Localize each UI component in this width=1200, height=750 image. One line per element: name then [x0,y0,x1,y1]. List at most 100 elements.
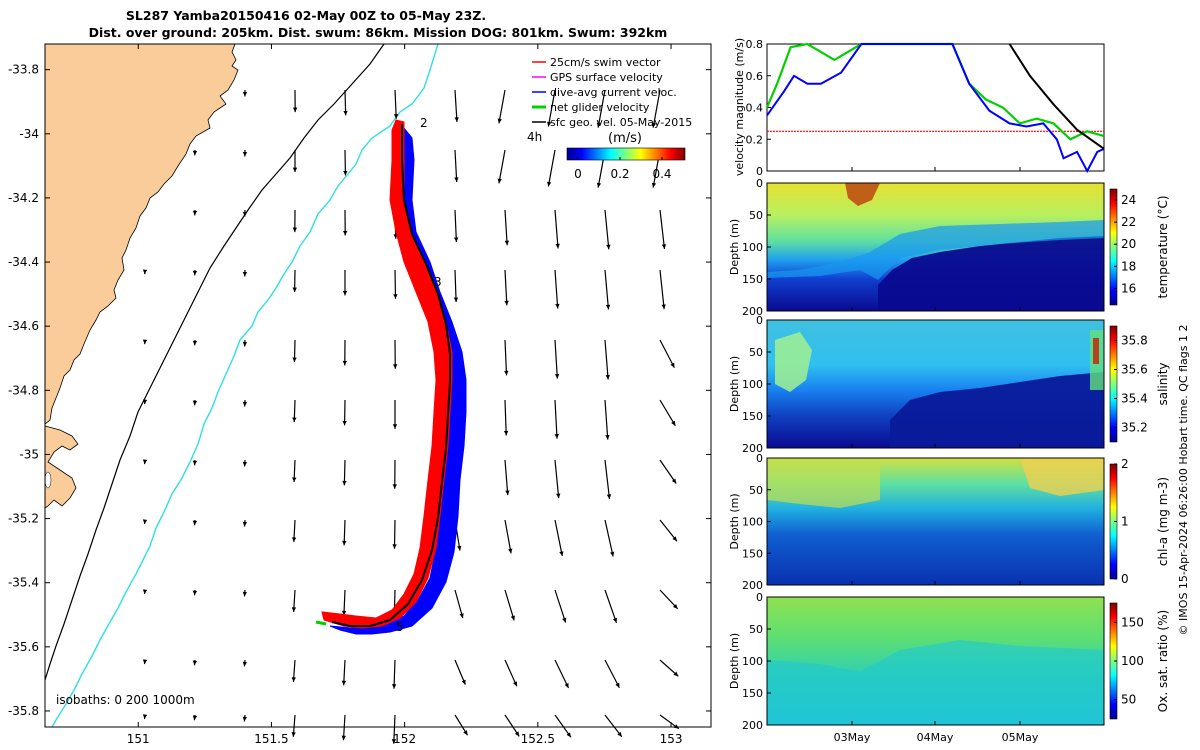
map-ytick-label: -34.4 [8,255,39,269]
geo-vector-head [343,110,348,116]
geo-vector-head [454,237,459,243]
section-colorbar-ticklabel: 22 [1121,215,1136,229]
geo-vector [554,339,558,379]
geo-vector-head [292,417,297,423]
velocity-ytick-label: 0.4 [746,102,764,115]
map-ytick-label: -35.4 [8,576,39,590]
speed-tick-2: 0.4 [652,167,671,181]
section-ytick-label: 100 [742,516,763,529]
geo-vector-head [564,682,569,688]
temperature-warm-patch [845,183,880,206]
geo-vector [454,589,464,619]
geo-vector-head [391,684,397,689]
geo-vector [504,519,512,554]
geo-vector-head [291,677,296,682]
oxygen-subsurface-layer [767,640,1104,725]
section-ylabel: Depth (m) [728,633,741,689]
geo-vector-head [672,536,677,542]
geo-vector-head [547,121,552,127]
geo-vector [394,269,397,299]
geo-vector-head [142,589,148,595]
geo-vector-head [514,731,520,737]
geo-vector-head [292,477,297,482]
legend-current: dive-avg current veloc. [550,86,677,99]
geo-vector [604,399,609,440]
time-label: 4h [527,130,542,144]
legend-net: net glider velocity [550,101,650,114]
geo-vector-head [242,461,248,467]
isobath-1000m [44,43,385,681]
geo-vector [547,149,556,187]
section-ytick-label: 150 [742,410,763,423]
geo-vector-head [392,544,397,549]
geo-vector [498,149,506,184]
speed-colorbar-label: (m/s) [608,131,642,146]
geo-vector [597,89,606,128]
map-ytick-label: -35.2 [8,512,39,526]
geo-vector-head [612,617,618,623]
geo-vector-head [661,244,667,249]
geo-vector [554,399,558,439]
section-ytick-label: 0 [756,177,763,190]
geo-vector-head [504,300,509,306]
map-ytick-label: -35 [19,447,39,461]
geo-vector-head [393,294,398,299]
map-ytick-label: -33.8 [8,63,39,77]
geo-vector [454,149,458,183]
geo-vector-head [513,681,518,687]
geo-vector-head [342,360,347,366]
temperature-mid-layer [767,220,1104,280]
legend-gps: GPS surface velocity [550,71,663,84]
geo-vector [394,89,397,119]
map-xtick-label: 152.5 [521,732,555,746]
section-colorbar-ticklabel: 35.2 [1121,421,1148,435]
geo-vector-head [242,716,247,722]
figure-title-line1: SL287 Yamba20150416 02-May 00Z to 05-May… [126,8,486,23]
net-velocity-segment [315,620,327,626]
geo-vector-head [670,362,675,368]
section-colorbar-ticklabel: 0 [1121,572,1129,586]
geo-vector-head [605,434,610,440]
section-colorbar-ticklabel: 1 [1121,515,1129,529]
section-xtick-label: 05May [1002,731,1039,744]
geo-vector-head [242,341,248,347]
geo-vector-head [503,430,509,436]
glider-track [331,124,451,627]
geo-vector-head [192,590,198,596]
geo-vector-head [292,287,297,293]
geo-vector-head [192,150,198,156]
velocity-panel: 0 0.2 0.4 0.6 0.8 velocity magnitude (m/s) [733,38,1105,178]
section-ytick-label: 100 [742,241,763,254]
geo-vector-head [504,370,509,376]
section-colorbar-label: Ox. sat. ratio (%) [1156,610,1170,712]
geo-vector-head [596,122,602,128]
geo-vector-head [559,551,564,557]
section-ytick-label: 50 [749,346,763,359]
velocity-ytick-label: 0 [756,165,763,178]
geo-vector [659,269,665,310]
coastline-land [44,43,239,425]
geo-vector-head [242,211,248,217]
map-xtick-label: 153 [660,732,683,746]
map-y-axis: -33.8 -34 -34.2 -34.4 -34.6 -34.8 -35 -35.2 -35.… [8,63,711,718]
geo-vector [604,339,609,380]
velocity-ytick-label: 0.2 [746,133,764,146]
geo-vector [554,459,560,499]
geo-vector [659,339,675,369]
geo-vector-head [497,178,502,184]
geo-vector-head [459,613,464,619]
section-colorbar-ticklabel: 35.8 [1121,334,1148,348]
section-axes: 0 50 100 150 200 Depth (m) 0 50 100 150 200 Depth (… [728,177,771,732]
geo-vector-head [192,715,198,721]
geo-vector [554,659,570,689]
section-ylabel: Depth (m) [728,219,741,275]
chla-panel [766,457,1105,586]
geo-vector [504,459,509,496]
lake [44,471,52,489]
geo-vector-head [554,434,559,439]
section-colorbar [1109,188,1118,306]
section-ytick-label: 0 [756,591,763,604]
velocity-ytick-label: 0.8 [746,38,764,51]
geo-vector-head [651,122,657,128]
geo-vector [659,519,678,542]
